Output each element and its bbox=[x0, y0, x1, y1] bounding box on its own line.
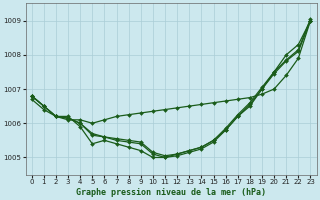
X-axis label: Graphe pression niveau de la mer (hPa): Graphe pression niveau de la mer (hPa) bbox=[76, 188, 266, 197]
